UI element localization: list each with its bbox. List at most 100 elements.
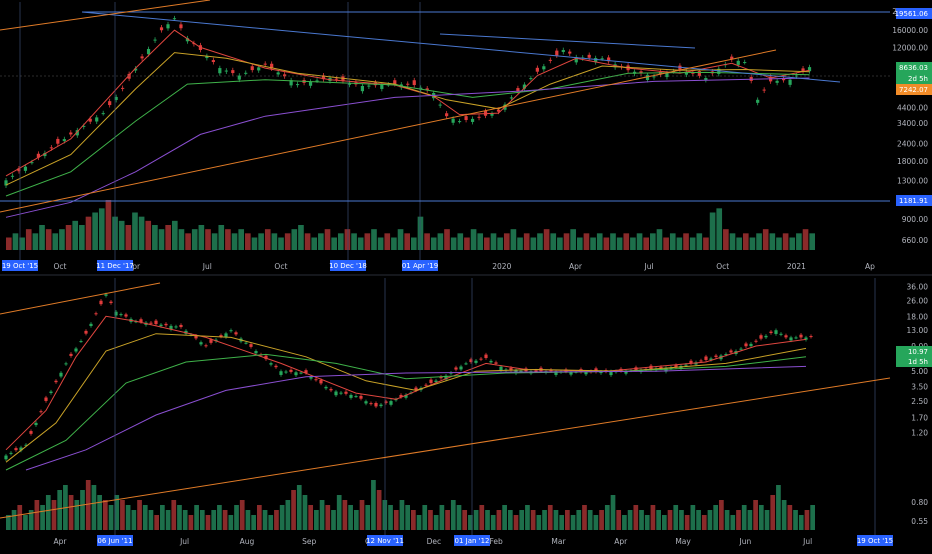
- pane1-candle-body: [179, 24, 183, 29]
- pane2-volume-bar: [211, 510, 217, 530]
- pane2-volume-bar: [559, 515, 565, 530]
- pane2-volume-bar: [371, 480, 376, 530]
- pane1-volume-bar: [517, 237, 523, 250]
- pane1-candle-body: [43, 152, 47, 157]
- pane2-volume-bar: [97, 495, 102, 530]
- pane2-candle-body: [94, 313, 98, 315]
- pane1-date-tag-label: 10 Dec '18: [329, 262, 367, 270]
- pane1-volume-bar: [231, 233, 238, 250]
- pane2-ema-fast-line: [5, 315, 807, 451]
- pane2-candle-body: [249, 344, 253, 347]
- pane1-candle-body: [30, 162, 34, 164]
- pane2-candle-body: [24, 444, 28, 446]
- pane2-volume-bar: [125, 505, 131, 530]
- pane2-x-tick-label: May: [675, 537, 691, 546]
- pane2-volume-bar: [6, 515, 11, 530]
- pane1-candle-body: [477, 116, 481, 118]
- pane1-candle-body: [535, 67, 539, 72]
- pane2-candle-body: [389, 401, 393, 405]
- pane1-y-tick-label: 3400.00: [897, 119, 928, 128]
- pane2-volume-bar: [205, 515, 211, 530]
- pane2-candle-body: [204, 345, 208, 347]
- pane1-volume-bar: [25, 229, 32, 250]
- pane1-x-tick-label: Jul: [202, 262, 212, 271]
- pane2-volume-bar: [165, 510, 171, 530]
- pane2-candle-body: [369, 403, 373, 405]
- pane2-volume-bar: [610, 495, 616, 530]
- pane2-candle-body: [744, 343, 748, 347]
- pane2-volume-bar: [456, 505, 462, 530]
- pane1-candle-body: [159, 27, 164, 31]
- pane2-volume-bar: [787, 505, 793, 530]
- pane2-price-tag-label: 1d 5h: [908, 358, 928, 366]
- pane1-volume-bar: [464, 237, 470, 250]
- pane2-volume-bar: [348, 505, 353, 530]
- pane1-volume-bar: [623, 233, 630, 250]
- pane2-candle-body: [594, 368, 598, 372]
- pane2-volume-bar: [661, 515, 667, 530]
- pane2-volume-bar: [137, 500, 142, 530]
- pane2-candle-body: [154, 320, 158, 325]
- pane1-candle-body: [218, 68, 222, 74]
- pane2-candle-body: [229, 330, 233, 332]
- pane2-volume-bar: [234, 505, 239, 530]
- pane2-volume-bar: [296, 485, 302, 530]
- pane1-volume-bar: [782, 233, 789, 250]
- pane2-candle-body: [29, 431, 33, 434]
- pane1-y-tick-label: 900.00: [902, 215, 928, 224]
- pane1-volume-bar: [158, 229, 165, 250]
- pane1-volume-bar: [311, 237, 318, 250]
- pane1-x-tick-label: Apr: [569, 262, 583, 271]
- pane1-candle-body: [257, 67, 261, 71]
- pane2-candle-body: [759, 335, 763, 339]
- pane1-ema-mid-line: [5, 52, 810, 186]
- pane2-volume-bar: [519, 510, 525, 530]
- pane1-volume-bar: [656, 229, 663, 250]
- pane2-candle-body: [109, 301, 113, 304]
- pane2-volume-bar: [616, 510, 622, 530]
- pane2-volume-bar: [719, 500, 724, 530]
- pane1-candle-body: [594, 58, 598, 63]
- pane1-volume-bar: [185, 233, 191, 250]
- pane2-candle-body: [104, 294, 108, 296]
- pane1-volume-bar: [271, 233, 278, 250]
- pane2-volume-bar: [525, 505, 530, 530]
- pane1-candle-body: [62, 139, 66, 142]
- pane2-volume-bar: [376, 490, 382, 530]
- pane2-volume-bar: [587, 510, 593, 530]
- pane1-volume-bar: [191, 229, 198, 250]
- pane1-volume-bar: [537, 233, 543, 250]
- pane2-volume-bar: [724, 510, 730, 530]
- pane2-price-tag-label: 10.97: [908, 348, 928, 356]
- pane1-price-tag: [896, 8, 932, 19]
- pane2-volume-bar: [741, 505, 747, 530]
- pane2-volume-bar: [359, 500, 365, 530]
- pane2-volume-bar: [701, 515, 707, 530]
- pane1-volume-bar: [19, 237, 25, 250]
- pane2-volume-bar: [40, 505, 45, 530]
- pane2-volume-bar: [405, 505, 410, 530]
- pane2-volume-bar: [188, 515, 194, 530]
- pane1-candle-body: [88, 118, 92, 122]
- pane2-volume-bar: [576, 510, 582, 530]
- pane1-candle-body: [807, 67, 812, 72]
- pane1-resistance-line: [81, 11, 841, 83]
- pane2-volume-bar: [45, 495, 51, 530]
- pane1-candle-body: [568, 51, 572, 54]
- pane1-candle-body: [665, 72, 669, 78]
- pane2-candle-body: [14, 448, 18, 451]
- pane2-volume-bar: [388, 505, 393, 530]
- pane1-volume-bar: [543, 229, 550, 250]
- pane2-candle-body: [349, 394, 353, 398]
- pane2-volume-bar: [490, 515, 496, 530]
- pane2-volume-bar: [673, 505, 679, 530]
- pane1-candle-body: [134, 68, 138, 71]
- pane2-volume-bar: [23, 515, 28, 530]
- pane1-candle-body: [17, 168, 21, 172]
- pane2-candle-body: [399, 394, 403, 398]
- pane2-candle-body: [694, 362, 698, 365]
- pane2-x-tick-label: Jul: [179, 537, 189, 546]
- pane2-candle-body: [84, 330, 88, 334]
